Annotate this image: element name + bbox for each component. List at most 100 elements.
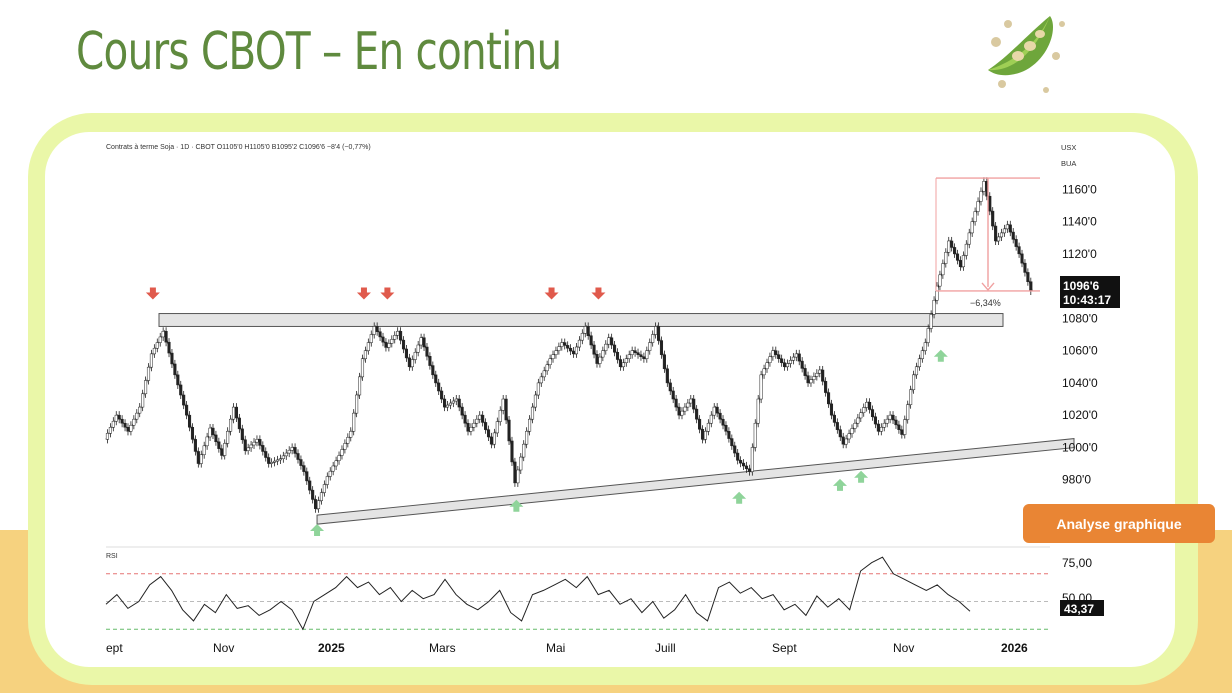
candle-body bbox=[316, 500, 321, 509]
candle-body bbox=[753, 422, 757, 448]
time-axis-label: Juill bbox=[655, 641, 676, 655]
candle-body bbox=[132, 418, 136, 426]
candle-body bbox=[888, 414, 892, 420]
candle-body bbox=[700, 429, 705, 440]
sell-arrow-icon bbox=[356, 287, 371, 300]
sell-arrow-icon bbox=[591, 287, 606, 300]
candle-body bbox=[964, 243, 968, 256]
candle-body bbox=[528, 418, 532, 432]
candle-body bbox=[800, 360, 804, 369]
candle-body bbox=[530, 406, 535, 420]
candle-body bbox=[947, 240, 951, 253]
candle-body bbox=[278, 458, 282, 461]
candle-body bbox=[536, 382, 540, 396]
candle-body bbox=[393, 335, 397, 340]
candle-body bbox=[598, 356, 602, 364]
price-tick-label: 1020'0 bbox=[1062, 408, 1098, 422]
candle-body bbox=[774, 350, 778, 355]
candle-body bbox=[539, 376, 543, 384]
candle-body bbox=[941, 263, 945, 276]
candle-body bbox=[366, 342, 370, 351]
candle-body bbox=[305, 471, 309, 482]
candle-body bbox=[272, 460, 277, 463]
candle-body bbox=[803, 368, 807, 376]
candle-body bbox=[777, 354, 781, 359]
candle-body bbox=[589, 335, 593, 346]
candle-body bbox=[832, 414, 836, 423]
candle-body bbox=[756, 398, 760, 424]
candle-body bbox=[334, 460, 338, 467]
candle-body bbox=[780, 358, 784, 363]
candle-body bbox=[1011, 231, 1015, 240]
candle-body bbox=[736, 452, 740, 461]
candle-body bbox=[249, 444, 253, 449]
candle-body bbox=[123, 422, 127, 428]
candle-body bbox=[988, 195, 992, 212]
candle-body bbox=[126, 427, 130, 432]
candle-body bbox=[768, 356, 772, 363]
candle-body bbox=[894, 419, 898, 426]
sell-arrow-icon bbox=[380, 287, 395, 300]
candle-body bbox=[220, 448, 224, 456]
rsi-line bbox=[105, 556, 971, 631]
time-axis-label: 2026 bbox=[1001, 641, 1028, 655]
candle-body bbox=[859, 412, 863, 419]
candle-body bbox=[407, 357, 411, 368]
candle-body bbox=[114, 414, 118, 422]
candle-body bbox=[841, 436, 845, 445]
candle-body bbox=[375, 326, 379, 332]
price-tick-label: 1000'0 bbox=[1062, 440, 1098, 454]
candle-body bbox=[656, 326, 661, 341]
candle-body bbox=[135, 412, 139, 420]
candle-body bbox=[821, 369, 825, 382]
candle-body bbox=[167, 341, 171, 354]
candle-body bbox=[381, 336, 385, 343]
candle-body bbox=[340, 449, 344, 456]
candle-body bbox=[308, 480, 312, 491]
candle-body bbox=[762, 368, 766, 376]
candle-body bbox=[979, 191, 983, 202]
candle-body bbox=[328, 470, 332, 477]
candle-body bbox=[129, 424, 133, 432]
candle-body bbox=[718, 412, 722, 420]
candle-body bbox=[460, 406, 464, 416]
candle-body bbox=[322, 484, 326, 493]
buy-arrow-icon bbox=[832, 478, 847, 491]
candle-body bbox=[311, 489, 315, 500]
candle-body bbox=[164, 331, 168, 343]
candle-body bbox=[522, 443, 526, 458]
candle-body bbox=[654, 326, 658, 335]
candle-body bbox=[258, 439, 262, 446]
candle-body bbox=[721, 418, 725, 426]
candle-body bbox=[651, 334, 655, 343]
candle-body bbox=[583, 326, 587, 334]
buy-arrow-icon bbox=[732, 491, 747, 504]
candle-body bbox=[299, 459, 303, 466]
candle-body bbox=[440, 390, 444, 400]
candle-body bbox=[897, 424, 901, 430]
candle-body bbox=[601, 350, 605, 358]
price-tick-label: 1060'0 bbox=[1062, 344, 1098, 358]
candle-body bbox=[363, 350, 367, 359]
candle-body bbox=[882, 422, 886, 428]
candle-body bbox=[486, 429, 491, 438]
candle-body bbox=[484, 422, 488, 430]
sell-arrow-icon bbox=[145, 287, 160, 300]
candle-body bbox=[724, 424, 728, 432]
candle-body bbox=[627, 354, 631, 359]
candle-body bbox=[144, 380, 148, 395]
candle-body bbox=[1005, 224, 1009, 230]
candle-body bbox=[504, 398, 508, 421]
candle-body bbox=[706, 422, 710, 432]
candle-body bbox=[111, 420, 115, 428]
candle-body bbox=[920, 350, 924, 359]
candle-body bbox=[396, 331, 400, 336]
candle-body bbox=[551, 354, 555, 359]
candle-body bbox=[912, 374, 916, 391]
candle-body bbox=[586, 326, 590, 336]
candle-body bbox=[211, 427, 215, 436]
candle-body bbox=[149, 353, 153, 368]
candle-body bbox=[847, 433, 851, 440]
candle-body bbox=[346, 437, 350, 444]
price-axis: 1160'01140'01120'01100'01080'01060'01040… bbox=[1062, 182, 1098, 519]
